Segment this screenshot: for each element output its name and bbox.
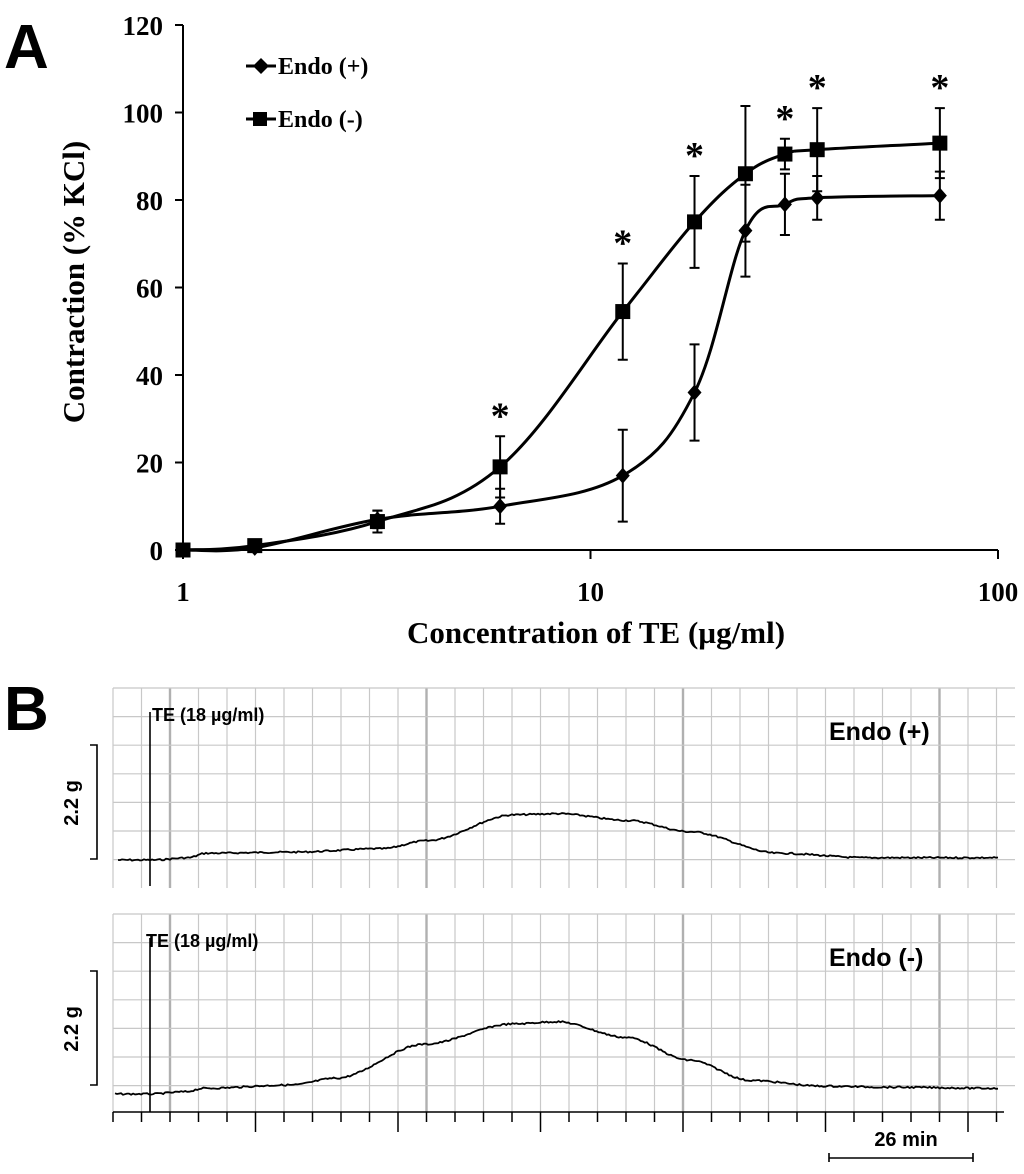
y-tick-label: 100 xyxy=(123,99,164,129)
x-tick-label: 1 xyxy=(176,577,190,607)
significance-star: * xyxy=(613,222,632,264)
stimulus-label-top: TE (18 µg/ml) xyxy=(152,705,264,725)
x-tick-label: 100 xyxy=(978,577,1019,607)
condition-label-bottom: Endo (-) xyxy=(829,944,923,972)
time-axis xyxy=(112,1111,1004,1132)
tension-scale-bar-top: 2.2 g xyxy=(61,744,98,860)
tension-scale-label-bottom: 2.2 g xyxy=(61,1006,83,1052)
data-markers xyxy=(175,135,948,558)
time-scale-label: 26 min xyxy=(874,1129,937,1151)
data-point-square xyxy=(369,514,385,530)
error-bars xyxy=(372,104,945,534)
legend-label-endo-minus: Endo (-) xyxy=(278,107,363,133)
legend-square-marker xyxy=(253,112,267,126)
panel-a-letter: A xyxy=(4,13,49,82)
y-axis-label: Contraction (% KCl) xyxy=(56,141,91,423)
x-axis-label: Concentration of TE (µg/ml) xyxy=(407,615,785,650)
data-point-diamond xyxy=(810,189,825,206)
data-point-diamond xyxy=(687,384,702,401)
data-point-diamond xyxy=(493,498,508,515)
data-point-square xyxy=(687,214,703,230)
fitted-curves xyxy=(182,141,940,553)
y-axis-ticks xyxy=(175,24,999,559)
stimulus-label-bottom: TE (18 µg/ml) xyxy=(146,931,258,951)
y-tick-label: 40 xyxy=(136,361,163,391)
panel-b-letter: B xyxy=(4,675,49,744)
data-point-square xyxy=(777,146,793,162)
tension-scale-bar-bottom: 2.2 g xyxy=(61,970,98,1086)
chart-paper-grid-top xyxy=(112,687,1015,888)
data-point-square xyxy=(175,542,191,558)
legend-label-endo-plus: Endo (+) xyxy=(278,54,368,80)
significance-stars: * * * * * * xyxy=(491,67,950,437)
time-scale-bar: 26 min xyxy=(828,1129,974,1162)
significance-star: * xyxy=(491,395,510,437)
data-point-square xyxy=(615,304,631,320)
tension-scale-label-top: 2.2 g xyxy=(61,780,83,826)
tension-trace-endo-plus xyxy=(117,812,999,862)
data-point-diamond xyxy=(932,187,947,204)
significance-star: * xyxy=(775,98,794,140)
y-tick-labels: 0 20 40 60 80 100 120 xyxy=(123,11,164,566)
tension-trace-endo-minus xyxy=(114,1020,999,1096)
data-point-square xyxy=(492,459,508,475)
x-tick-label: 10 xyxy=(577,577,604,607)
legend: Endo (+) Endo (-) xyxy=(246,54,368,133)
significance-star: * xyxy=(685,135,704,177)
curve-endo-plus xyxy=(182,194,940,553)
condition-label-top: Endo (+) xyxy=(829,718,930,746)
data-point-square xyxy=(737,166,753,182)
y-tick-label: 80 xyxy=(136,186,163,216)
significance-star: * xyxy=(808,67,827,109)
data-point-diamond xyxy=(777,196,792,213)
y-tick-label: 60 xyxy=(136,274,163,304)
data-point-square xyxy=(809,142,825,158)
chart-paper-grid-bottom xyxy=(112,913,1015,1112)
legend-diamond-marker xyxy=(253,58,269,74)
data-point-square xyxy=(932,135,948,151)
significance-star: * xyxy=(930,67,949,109)
data-point-diamond xyxy=(738,222,753,239)
curve-endo-minus xyxy=(182,141,940,552)
y-tick-label: 120 xyxy=(123,11,164,41)
tension-traces: TE (18 µg/ml) TE (18 µg/ml) Endo (+) End… xyxy=(61,687,1015,1162)
y-tick-label: 20 xyxy=(136,449,163,479)
data-point-square xyxy=(247,538,263,554)
x-tick-labels: 1 10 100 xyxy=(176,577,1018,607)
data-point-diamond xyxy=(615,467,630,484)
y-tick-label: 0 xyxy=(150,536,164,566)
